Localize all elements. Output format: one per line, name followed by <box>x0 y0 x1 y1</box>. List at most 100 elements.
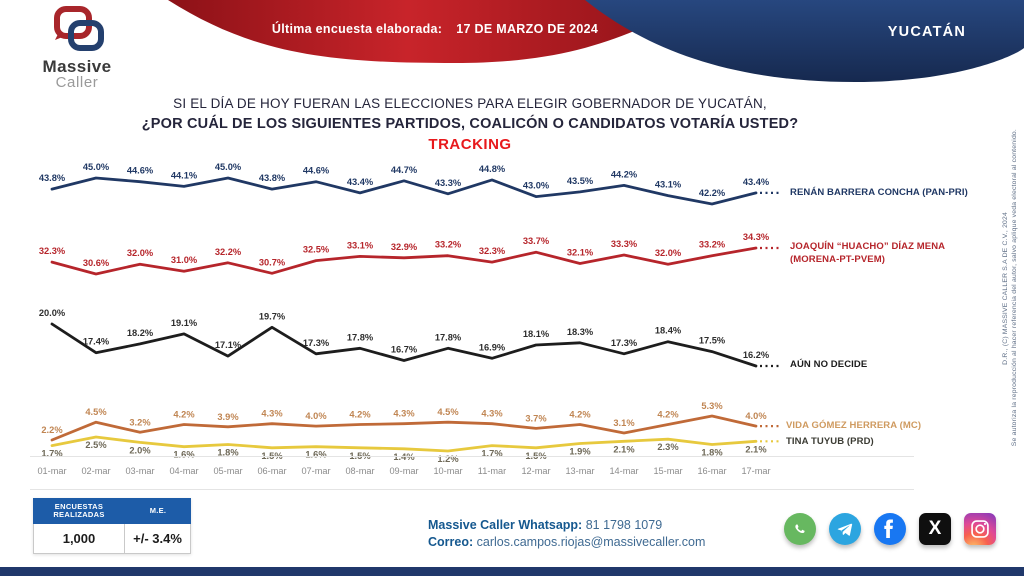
stats-header-margin: M.E. <box>125 498 191 524</box>
svg-text:3.9%: 3.9% <box>217 412 239 422</box>
svg-text:2.0%: 2.0% <box>129 445 151 455</box>
svg-text:17.1%: 17.1% <box>215 340 242 350</box>
svg-text:4.3%: 4.3% <box>261 409 283 419</box>
svg-text:05-mar: 05-mar <box>213 466 242 476</box>
copyright-vertical-text: D.R., (C) MASSIVE CALLER S.A DE C.V., 20… <box>1002 92 1018 484</box>
svg-text:4.5%: 4.5% <box>437 407 459 417</box>
svg-text:43.4%: 43.4% <box>743 177 770 187</box>
svg-text:1.6%: 1.6% <box>173 450 195 460</box>
email-address[interactable]: carlos.campos.riojas@massivecaller.com <box>476 535 706 549</box>
svg-text:33.3%: 33.3% <box>611 239 638 249</box>
legend-morena: JOAQUÍN “HUACHO” DÍAZ MENA (MORENA-PT-PV… <box>790 240 945 266</box>
svg-text:2.3%: 2.3% <box>657 442 679 452</box>
svg-text:34.3%: 34.3% <box>743 232 770 242</box>
header-ribbons <box>168 0 1024 82</box>
legend-undecided-label: AÚN NO DECIDE <box>790 359 868 370</box>
tracking-label: TRACKING <box>428 136 512 153</box>
svg-text:03-mar: 03-mar <box>125 466 154 476</box>
tracking-line-chart: 43.8% 45.0% 44.6% 44.1% 45.0% 43.8% 44.6% 43.4%… <box>37 162 782 476</box>
svg-text:1.7%: 1.7% <box>41 449 63 459</box>
telegram-icon[interactable] <box>829 513 861 545</box>
svg-text:02-mar: 02-mar <box>81 466 110 476</box>
whatsapp-icon[interactable] <box>784 513 816 545</box>
last-survey-banner: Última encuesta elaborada: 17 DE MARZO DE… <box>250 22 620 36</box>
svg-text:13-mar: 13-mar <box>565 466 594 476</box>
blue-ribbon <box>585 0 1024 82</box>
whatsapp-label: Massive Caller Whatsapp: <box>428 518 583 532</box>
legend-morena-line1: JOAQUÍN “HUACHO” DÍAZ MENA <box>790 241 946 252</box>
svg-text:44.2%: 44.2% <box>611 169 638 179</box>
banner-date: 17 DE MARZO DE 2024 <box>456 22 599 36</box>
svg-text:3.2%: 3.2% <box>129 417 151 427</box>
svg-text:17-mar: 17-mar <box>741 466 770 476</box>
x-twitter-icon[interactable]: X <box>919 513 951 545</box>
bottom-bar <box>0 567 1024 576</box>
svg-text:42.2%: 42.2% <box>699 188 726 198</box>
svg-text:4.2%: 4.2% <box>569 410 591 420</box>
svg-text:43.5%: 43.5% <box>567 176 594 186</box>
svg-text:32.0%: 32.0% <box>655 248 682 258</box>
svg-text:2.1%: 2.1% <box>613 444 635 454</box>
svg-text:32.3%: 32.3% <box>39 246 66 256</box>
svg-text:32.5%: 32.5% <box>303 245 330 255</box>
svg-text:45.0%: 45.0% <box>83 162 110 172</box>
svg-text:44.8%: 44.8% <box>479 164 506 174</box>
svg-text:06-mar: 06-mar <box>257 466 286 476</box>
svg-text:43.4%: 43.4% <box>347 177 374 187</box>
svg-text:43.8%: 43.8% <box>39 173 66 183</box>
legend-prd-label: TINA TUYUB (PRD) <box>786 436 874 447</box>
svg-text:1.2%: 1.2% <box>437 454 459 464</box>
svg-text:20.0%: 20.0% <box>39 308 66 318</box>
facebook-icon[interactable] <box>874 513 906 545</box>
svg-text:12-mar: 12-mar <box>521 466 550 476</box>
svg-text:4.2%: 4.2% <box>349 410 371 420</box>
svg-text:1.5%: 1.5% <box>349 451 371 461</box>
svg-text:08-mar: 08-mar <box>345 466 374 476</box>
svg-text:4.5%: 4.5% <box>85 407 107 417</box>
svg-text:44.1%: 44.1% <box>171 170 198 180</box>
brand-name-top: Massive <box>42 57 112 76</box>
email-line: Correo: carlos.campos.riojas@massivecall… <box>428 534 705 551</box>
svg-text:1.5%: 1.5% <box>261 451 283 461</box>
svg-text:11-mar: 11-mar <box>478 466 506 476</box>
svg-text:16.9%: 16.9% <box>479 342 506 352</box>
svg-text:33.1%: 33.1% <box>347 240 374 250</box>
survey-stats-table: ENCUESTAS REALIZADAS 1,000 M.E. +/- 3.4% <box>33 498 191 554</box>
svg-text:16.7%: 16.7% <box>391 345 418 355</box>
svg-text:19.1%: 19.1% <box>171 318 198 328</box>
svg-text:4.3%: 4.3% <box>481 409 503 419</box>
svg-text:2.5%: 2.5% <box>85 440 107 450</box>
instagram-icon[interactable] <box>964 513 996 545</box>
region-badge: YUCATÁN <box>887 24 966 40</box>
svg-text:43.3%: 43.3% <box>435 178 462 188</box>
svg-text:5.3%: 5.3% <box>701 401 723 411</box>
svg-text:32.2%: 32.2% <box>215 247 242 257</box>
copyright-line-1: D.R., (C) MASSIVE CALLER S.A DE C.V., 20… <box>1002 211 1009 365</box>
svg-text:4.0%: 4.0% <box>305 411 327 421</box>
svg-text:16-mar: 16-mar <box>697 466 726 476</box>
legend-prd: TINA TUYUB (PRD) <box>786 436 874 447</box>
title-line-2: ¿POR CUÁL DE LOS SIGUIENTES PARTIDOS, CO… <box>141 116 799 132</box>
title-line-1: SI EL DÍA DE HOY FUERAN LAS ELECCIONES P… <box>173 96 767 111</box>
svg-text:3.1%: 3.1% <box>613 418 635 428</box>
svg-text:09-mar: 09-mar <box>389 466 418 476</box>
chart-divider-bottom <box>30 489 914 490</box>
svg-text:07-mar: 07-mar <box>301 466 330 476</box>
svg-text:4.3%: 4.3% <box>393 409 415 419</box>
svg-text:15-mar: 15-mar <box>653 466 682 476</box>
svg-text:16.2%: 16.2% <box>743 350 770 360</box>
legend-pan-pri: RENÁN BARRERA CONCHA (PAN-PRI) <box>790 187 968 198</box>
svg-text:32.3%: 32.3% <box>479 246 506 256</box>
svg-text:2.1%: 2.1% <box>745 444 767 454</box>
chart-divider-top <box>30 456 914 457</box>
svg-text:4.2%: 4.2% <box>657 410 679 420</box>
svg-text:18.1%: 18.1% <box>523 329 550 339</box>
legend-morena-line2: (MORENA-PT-PVEM) <box>790 254 886 265</box>
question-title: SI EL DÍA DE HOY FUERAN LAS ELECCIONES P… <box>40 96 900 153</box>
legend-pan-pri-label: RENÁN BARRERA CONCHA (PAN-PRI) <box>790 187 968 198</box>
stats-value-surveys: 1,000 <box>33 524 125 554</box>
email-label: Correo: <box>428 535 474 549</box>
social-icons: X <box>784 513 996 545</box>
svg-text:43.8%: 43.8% <box>259 173 286 183</box>
